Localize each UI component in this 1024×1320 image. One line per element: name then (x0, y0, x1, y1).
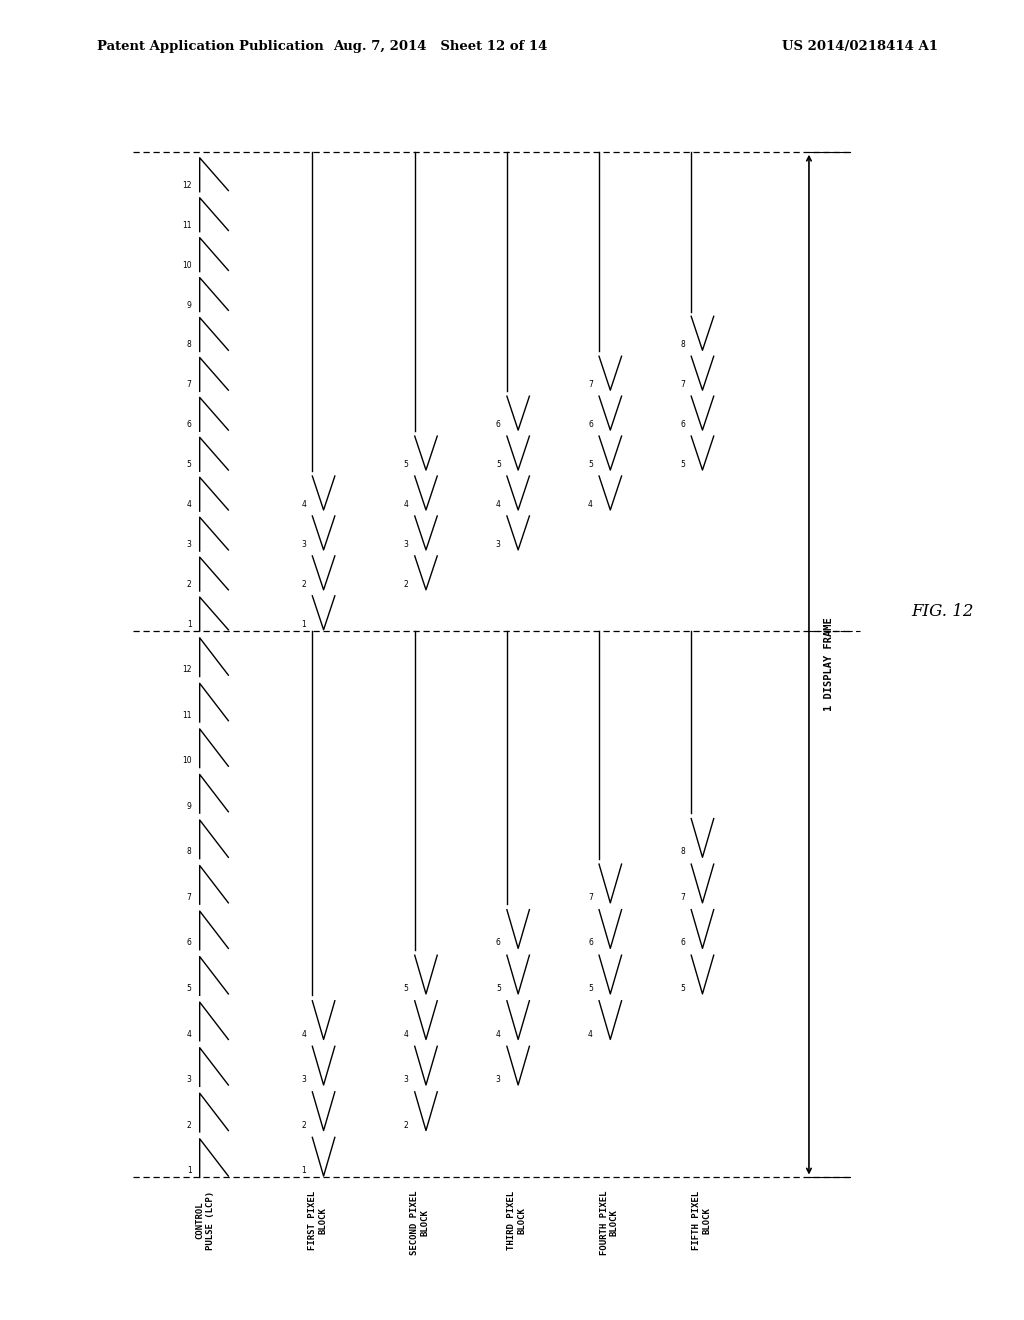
Text: 8: 8 (680, 847, 685, 857)
Text: 5: 5 (680, 461, 685, 469)
Text: 5: 5 (588, 461, 593, 469)
Text: 5: 5 (186, 983, 191, 993)
Text: CONTROL
PULSE (LCP): CONTROL PULSE (LCP) (196, 1191, 214, 1250)
Text: 3: 3 (186, 540, 191, 549)
Text: 6: 6 (496, 939, 501, 948)
Text: 3: 3 (403, 540, 409, 549)
Text: 7: 7 (186, 892, 191, 902)
Text: 12: 12 (182, 665, 191, 675)
Text: 1: 1 (301, 1166, 306, 1175)
Text: 2: 2 (301, 579, 306, 589)
Text: 1: 1 (301, 620, 306, 628)
Text: 6: 6 (588, 420, 593, 429)
Text: 6: 6 (680, 939, 685, 948)
Text: 4: 4 (301, 1030, 306, 1039)
Text: 10: 10 (182, 756, 191, 766)
Text: 6: 6 (496, 420, 501, 429)
Text: US 2014/0218414 A1: US 2014/0218414 A1 (782, 40, 938, 53)
Text: 4: 4 (588, 1030, 593, 1039)
Text: 6: 6 (588, 939, 593, 948)
Text: 7: 7 (588, 380, 593, 389)
Text: 11: 11 (182, 220, 191, 230)
Text: 3: 3 (186, 1074, 191, 1084)
Text: 5: 5 (403, 461, 409, 469)
Text: FIG. 12: FIG. 12 (910, 603, 974, 620)
Text: 2: 2 (186, 579, 191, 589)
Text: 11: 11 (182, 710, 191, 719)
Text: FIRST PIXEL
BLOCK: FIRST PIXEL BLOCK (308, 1191, 327, 1250)
Text: 4: 4 (186, 1030, 191, 1039)
Text: Aug. 7, 2014   Sheet 12 of 14: Aug. 7, 2014 Sheet 12 of 14 (333, 40, 548, 53)
Text: 6: 6 (186, 420, 191, 429)
Text: 6: 6 (680, 420, 685, 429)
Text: 5: 5 (186, 461, 191, 469)
Text: 8: 8 (186, 847, 191, 857)
Text: 2: 2 (403, 579, 409, 589)
Text: 3: 3 (403, 1074, 409, 1084)
Text: FOURTH PIXEL
BLOCK: FOURTH PIXEL BLOCK (600, 1191, 618, 1255)
Text: 4: 4 (496, 500, 501, 510)
Text: 9: 9 (186, 301, 191, 309)
Text: 12: 12 (182, 181, 191, 190)
Text: THIRD PIXEL
BLOCK: THIRD PIXEL BLOCK (508, 1191, 526, 1250)
Text: 3: 3 (301, 1074, 306, 1084)
Text: 7: 7 (186, 380, 191, 389)
Text: 9: 9 (186, 801, 191, 810)
Text: 7: 7 (588, 892, 593, 902)
Text: 4: 4 (403, 1030, 409, 1039)
Text: 5: 5 (496, 461, 501, 469)
Text: 2: 2 (403, 1121, 409, 1130)
Text: 1 DISPLAY FRAME: 1 DISPLAY FRAME (824, 618, 835, 711)
Text: 4: 4 (588, 500, 593, 510)
Text: 3: 3 (496, 1074, 501, 1084)
Text: 2: 2 (301, 1121, 306, 1130)
Text: 3: 3 (496, 540, 501, 549)
Text: 5: 5 (588, 983, 593, 993)
Text: 6: 6 (186, 939, 191, 948)
Text: 3: 3 (301, 540, 306, 549)
Text: 8: 8 (186, 341, 191, 350)
Text: 7: 7 (680, 380, 685, 389)
Text: SECOND PIXEL
BLOCK: SECOND PIXEL BLOCK (411, 1191, 429, 1255)
Text: 5: 5 (680, 983, 685, 993)
Text: 1: 1 (186, 620, 191, 628)
Text: 4: 4 (186, 500, 191, 510)
Text: 10: 10 (182, 260, 191, 269)
Text: 4: 4 (403, 500, 409, 510)
Text: 1: 1 (186, 1166, 191, 1175)
Text: 4: 4 (301, 500, 306, 510)
Text: 5: 5 (496, 983, 501, 993)
Text: 2: 2 (186, 1121, 191, 1130)
Text: Patent Application Publication: Patent Application Publication (97, 40, 324, 53)
Text: 7: 7 (680, 892, 685, 902)
Text: 4: 4 (496, 1030, 501, 1039)
Text: 8: 8 (680, 341, 685, 350)
Text: 5: 5 (403, 983, 409, 993)
Text: FIFTH PIXEL
BLOCK: FIFTH PIXEL BLOCK (692, 1191, 711, 1250)
